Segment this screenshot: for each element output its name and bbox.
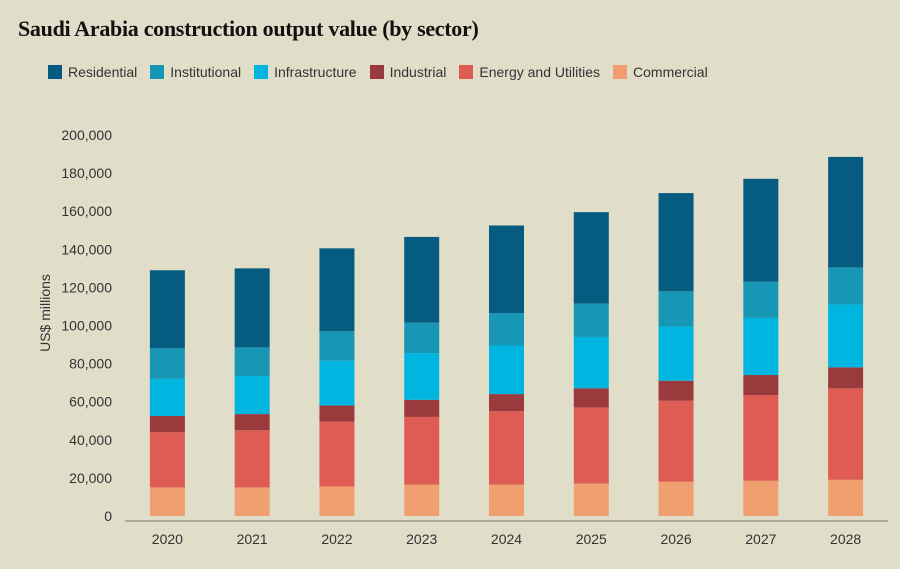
legend-label-industrial: Industrial (389, 64, 447, 80)
bar-residential-2027 (743, 178, 779, 282)
legend-item-commercial: Commercial (613, 64, 708, 80)
bar-energy-and-utilities-2024 (489, 411, 524, 485)
legend-swatch-institutional (150, 65, 165, 79)
bar-infrastructure-2027 (743, 317, 779, 376)
chart-title: Saudi Arabia construction output value (… (18, 16, 479, 41)
y-tick-label: 0 (104, 508, 112, 524)
bar-institutional-2021 (234, 347, 270, 376)
bar-commercial-2020 (149, 487, 185, 516)
x-tick-label: 2022 (321, 531, 352, 547)
bar-industrial-2022 (319, 405, 355, 422)
x-tick-label: 2021 (237, 531, 268, 547)
bar-residential-2025 (573, 212, 609, 304)
bar-industrial-2020 (149, 415, 185, 433)
legend-label-institutional: Institutional (170, 64, 242, 80)
bar-commercial-2027 (743, 480, 779, 516)
bar-industrial-2024 (489, 394, 524, 412)
x-tick-label: 2028 (830, 531, 861, 547)
bar-industrial-2023 (404, 399, 440, 417)
bar-energy-and-utilities-2022 (319, 421, 355, 487)
bar-energy-and-utilities-2026 (658, 400, 694, 482)
bar-infrastructure-2025 (573, 336, 609, 389)
bar-infrastructure-2020 (149, 378, 185, 416)
legend-swatch-energy-and-utilities (459, 65, 474, 79)
legend-item-institutional: Institutional (150, 64, 241, 80)
bar-institutional-2028 (828, 267, 864, 305)
bar-industrial-2026 (658, 380, 694, 401)
bar-residential-2024 (489, 225, 524, 314)
legend-label-energy-and-utilities: Energy and Utilities (479, 64, 601, 80)
legend-swatch-residential (48, 65, 62, 79)
bar-energy-and-utilities-2025 (573, 407, 609, 484)
bar-commercial-2021 (234, 487, 270, 516)
y-tick-label: 40,000 (69, 432, 112, 448)
legend-swatch-commercial (613, 65, 628, 79)
y-axis-label: US$ millions (37, 274, 53, 352)
bar-energy-and-utilities-2020 (149, 432, 185, 488)
bar-infrastructure-2021 (234, 375, 270, 415)
bar-residential-2026 (658, 193, 694, 292)
bar-residential-2022 (319, 248, 355, 332)
legend-item-energy-and-utilities: Energy and Utilities (459, 64, 600, 80)
y-tick-label: 140,000 (61, 241, 112, 257)
bar-infrastructure-2026 (658, 326, 694, 381)
bar-infrastructure-2024 (489, 345, 524, 395)
bar-energy-and-utilities-2021 (234, 430, 270, 488)
bar-energy-and-utilities-2028 (828, 388, 864, 480)
y-tick-label: 80,000 (69, 356, 112, 372)
legend-swatch-infrastructure (254, 65, 269, 79)
bar-institutional-2022 (319, 331, 355, 361)
legend-label-infrastructure: Infrastructure (274, 64, 357, 80)
y-tick-label: 120,000 (61, 279, 112, 295)
bar-infrastructure-2022 (319, 360, 355, 406)
bar-commercial-2024 (489, 484, 524, 516)
legend-item-industrial: Industrial (369, 64, 447, 80)
chart-legend: Residential Institutional Infrastructure… (48, 64, 721, 80)
bar-commercial-2026 (658, 481, 694, 516)
x-tick-label: 2023 (406, 531, 437, 547)
bar-industrial-2025 (573, 388, 609, 408)
bar-commercial-2022 (319, 486, 355, 516)
bar-infrastructure-2023 (404, 353, 440, 400)
x-tick-label: 2025 (576, 531, 607, 547)
legend-label-commercial: Commercial (633, 64, 708, 80)
legend-item-residential: Residential (48, 64, 137, 80)
y-tick-label: 60,000 (69, 394, 112, 410)
bar-industrial-2021 (234, 414, 270, 431)
x-axis: 2020 2021 2022 2023 2024 2025 2026 2027 2028 (152, 531, 862, 547)
bar-institutional-2025 (573, 303, 609, 337)
x-tick-label: 2027 (745, 531, 776, 547)
bar-institutional-2026 (658, 291, 694, 327)
bar-institutional-2020 (149, 348, 185, 379)
bar-commercial-2023 (404, 484, 440, 516)
bar-residential-2023 (404, 236, 440, 323)
bar-energy-and-utilities-2023 (404, 416, 440, 485)
legend-item-infrastructure: Infrastructure (254, 64, 357, 80)
y-tick-label: 200,000 (61, 127, 112, 143)
bar-institutional-2027 (743, 281, 779, 318)
bar-institutional-2023 (404, 322, 440, 354)
x-tick-label: 2026 (660, 531, 691, 547)
legend-label-residential: Residential (68, 64, 138, 80)
x-tick-label: 2024 (491, 531, 522, 547)
y-axis: 0 20,000 40,000 60,000 80,000 100,000 120,000 1… (61, 127, 112, 524)
bar-industrial-2028 (828, 367, 864, 389)
y-tick-label: 160,000 (61, 203, 112, 219)
bar-residential-2020 (149, 270, 185, 349)
bar-industrial-2027 (743, 375, 779, 396)
bar-energy-and-utilities-2027 (743, 395, 779, 481)
y-tick-label: 100,000 (61, 318, 112, 334)
y-tick-label: 180,000 (61, 165, 112, 181)
bar-infrastructure-2028 (828, 304, 864, 368)
bar-series-group (149, 156, 864, 516)
x-tick-label: 2020 (152, 531, 183, 547)
y-tick-label: 20,000 (69, 470, 112, 486)
bar-residential-2028 (828, 156, 864, 268)
bar-commercial-2028 (828, 479, 864, 516)
bar-commercial-2025 (573, 483, 609, 516)
legend-swatch-industrial (369, 65, 384, 79)
bar-residential-2021 (234, 268, 270, 348)
bar-institutional-2024 (489, 313, 524, 346)
